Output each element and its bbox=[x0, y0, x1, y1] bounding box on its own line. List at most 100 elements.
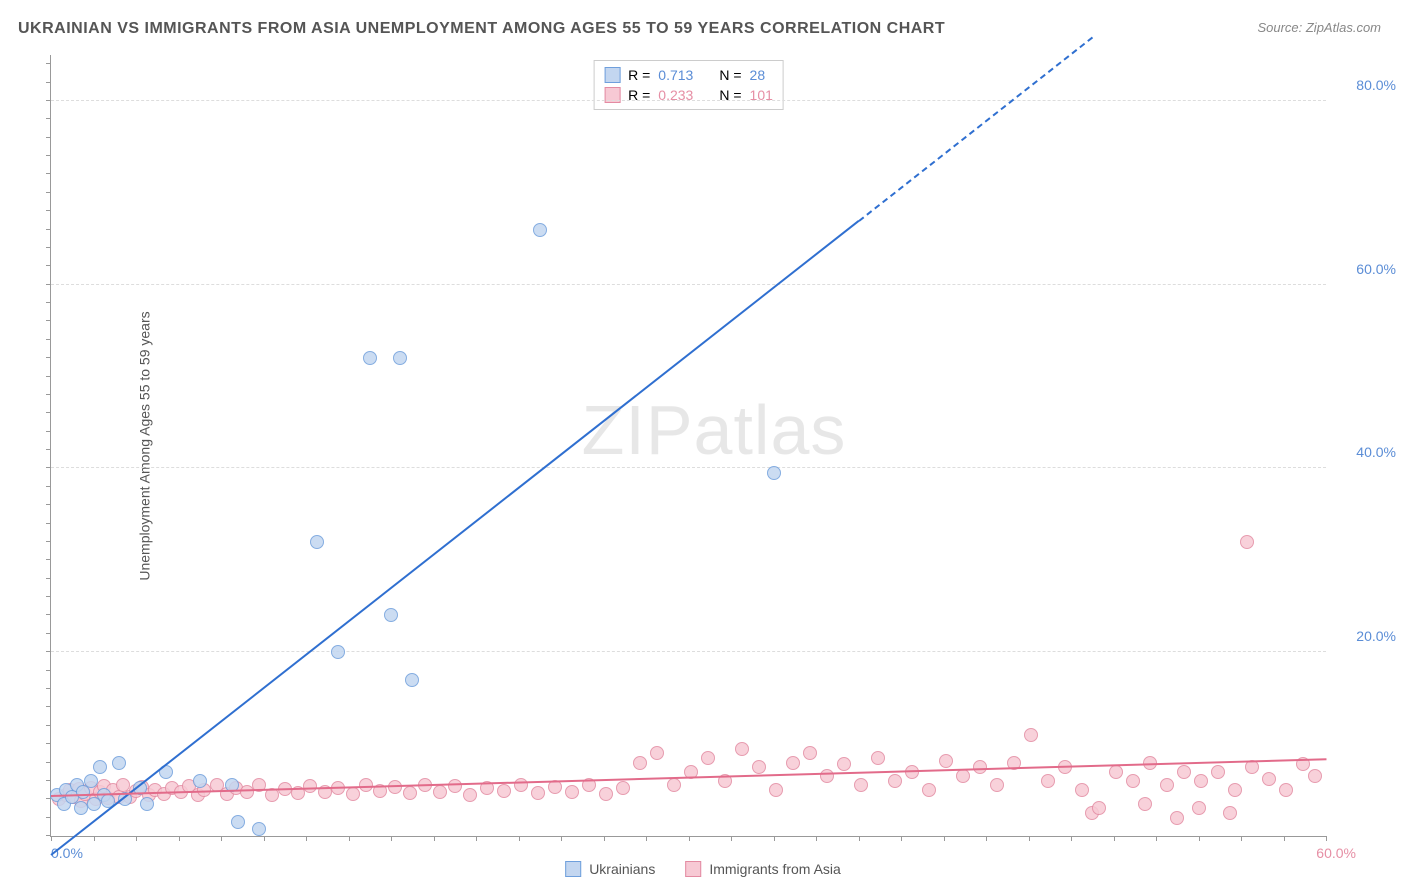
data-point bbox=[1177, 765, 1191, 779]
legend-label-ukrainians: Ukrainians bbox=[589, 861, 655, 877]
data-point bbox=[1223, 806, 1237, 820]
data-point bbox=[310, 535, 324, 549]
data-point bbox=[463, 788, 477, 802]
x-minor-tick bbox=[179, 836, 180, 841]
legend-stats-box: R = 0.713 N = 28 R = 0.233 N = 101 bbox=[593, 60, 784, 110]
y-minor-tick bbox=[46, 229, 51, 230]
data-point bbox=[888, 774, 902, 788]
data-point bbox=[769, 783, 783, 797]
data-point bbox=[533, 223, 547, 237]
data-point bbox=[767, 466, 781, 480]
data-point bbox=[990, 778, 1004, 792]
x-minor-tick bbox=[136, 836, 137, 841]
y-minor-tick bbox=[46, 339, 51, 340]
x-minor-tick bbox=[731, 836, 732, 841]
x-tick-left: 0.0% bbox=[51, 845, 83, 861]
legend-label-asia: Immigrants from Asia bbox=[709, 861, 840, 877]
y-minor-tick bbox=[46, 523, 51, 524]
x-minor-tick bbox=[1199, 836, 1200, 841]
data-point bbox=[1138, 797, 1152, 811]
x-minor-tick bbox=[816, 836, 817, 841]
watermark: ZIPatlas bbox=[582, 390, 847, 470]
data-point bbox=[786, 756, 800, 770]
x-minor-tick bbox=[1284, 836, 1285, 841]
data-point bbox=[346, 787, 360, 801]
n-value-ukrainians: 28 bbox=[750, 67, 766, 83]
y-minor-tick bbox=[46, 63, 51, 64]
legend-swatch-ukrainians bbox=[604, 67, 620, 83]
trend-line-dash bbox=[858, 37, 1093, 222]
y-minor-tick bbox=[46, 651, 51, 652]
data-point bbox=[240, 785, 254, 799]
x-minor-tick bbox=[349, 836, 350, 841]
data-point bbox=[448, 779, 462, 793]
y-minor-tick bbox=[46, 412, 51, 413]
x-minor-tick bbox=[901, 836, 902, 841]
x-minor-tick bbox=[1156, 836, 1157, 841]
y-minor-tick bbox=[46, 596, 51, 597]
data-point bbox=[633, 756, 647, 770]
x-minor-tick bbox=[774, 836, 775, 841]
data-point bbox=[1279, 783, 1293, 797]
y-minor-tick bbox=[46, 357, 51, 358]
x-minor-tick bbox=[689, 836, 690, 841]
x-minor-tick bbox=[561, 836, 562, 841]
r-label: R = bbox=[628, 67, 650, 83]
y-minor-tick bbox=[46, 284, 51, 285]
data-point bbox=[1192, 801, 1206, 815]
data-point bbox=[667, 778, 681, 792]
data-point bbox=[388, 780, 402, 794]
data-point bbox=[820, 769, 834, 783]
y-minor-tick bbox=[46, 265, 51, 266]
data-point bbox=[650, 746, 664, 760]
data-point bbox=[231, 815, 245, 829]
data-point bbox=[939, 754, 953, 768]
x-minor-tick bbox=[519, 836, 520, 841]
x-minor-tick bbox=[1241, 836, 1242, 841]
x-minor-tick bbox=[391, 836, 392, 841]
data-point bbox=[1170, 811, 1184, 825]
x-minor-tick bbox=[944, 836, 945, 841]
data-point bbox=[384, 608, 398, 622]
gridline bbox=[51, 467, 1326, 468]
data-point bbox=[393, 351, 407, 365]
trend-line bbox=[50, 221, 859, 857]
y-minor-tick bbox=[46, 817, 51, 818]
x-minor-tick bbox=[986, 836, 987, 841]
source-attribution: Source: ZipAtlas.com bbox=[1257, 20, 1381, 35]
gridline bbox=[51, 651, 1326, 652]
x-minor-tick bbox=[859, 836, 860, 841]
y-minor-tick bbox=[46, 706, 51, 707]
data-point bbox=[565, 785, 579, 799]
legend-swatch-asia-bottom bbox=[685, 861, 701, 877]
y-minor-tick bbox=[46, 82, 51, 83]
y-minor-tick bbox=[46, 633, 51, 634]
y-minor-tick bbox=[46, 559, 51, 560]
data-point bbox=[616, 781, 630, 795]
data-point bbox=[735, 742, 749, 756]
legend-swatch-ukrainians-bottom bbox=[565, 861, 581, 877]
data-point bbox=[956, 769, 970, 783]
legend-stats-row-asia: R = 0.233 N = 101 bbox=[604, 85, 773, 105]
x-tick-right: 60.0% bbox=[1316, 845, 1356, 861]
gridline bbox=[51, 100, 1326, 101]
data-point bbox=[1041, 774, 1055, 788]
y-minor-tick bbox=[46, 743, 51, 744]
data-point bbox=[871, 751, 885, 765]
data-point bbox=[331, 645, 345, 659]
y-minor-tick bbox=[46, 780, 51, 781]
y-minor-tick bbox=[46, 688, 51, 689]
chart-title: UKRAINIAN VS IMMIGRANTS FROM ASIA UNEMPL… bbox=[18, 20, 945, 38]
data-point bbox=[84, 774, 98, 788]
y-minor-tick bbox=[46, 100, 51, 101]
y-tick-label: 80.0% bbox=[1336, 77, 1396, 93]
y-minor-tick bbox=[46, 835, 51, 836]
y-minor-tick bbox=[46, 467, 51, 468]
y-minor-tick bbox=[46, 578, 51, 579]
data-point bbox=[1262, 772, 1276, 786]
data-point bbox=[1024, 728, 1038, 742]
data-point bbox=[252, 822, 266, 836]
watermark-zip: ZIP bbox=[582, 391, 694, 469]
data-point bbox=[1240, 535, 1254, 549]
data-point bbox=[1228, 783, 1242, 797]
